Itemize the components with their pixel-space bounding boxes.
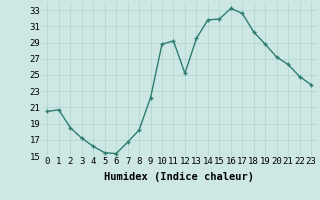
X-axis label: Humidex (Indice chaleur): Humidex (Indice chaleur) (104, 172, 254, 182)
